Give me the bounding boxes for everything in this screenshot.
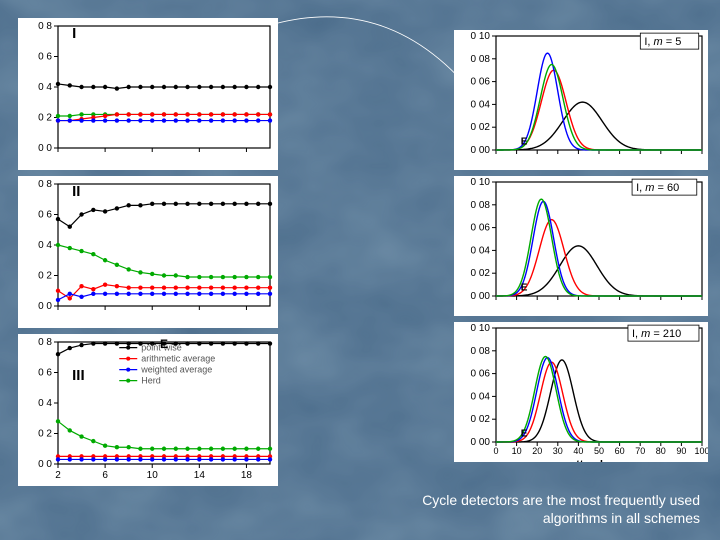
right-panel-3: 0 000 020 040 060 080 100102030405060708… bbox=[454, 322, 708, 462]
right-chart-1: 0 00 0 02 0 04 0 06 0 08 0 10 I, m = 5 E bbox=[454, 30, 708, 170]
svg-text:0 04: 0 04 bbox=[471, 391, 491, 402]
svg-text:E: E bbox=[521, 428, 528, 439]
svg-text:0 4: 0 4 bbox=[38, 240, 52, 251]
right-chart-2: 0 00 0 02 0 04 0 06 0 08 0 10 I, m = 60 E bbox=[454, 176, 708, 316]
svg-text:memory, m: memory, m bbox=[137, 483, 191, 486]
svg-text:0 0: 0 0 bbox=[38, 459, 52, 470]
svg-text:0 8: 0 8 bbox=[38, 337, 52, 348]
svg-text:0 10: 0 10 bbox=[471, 177, 491, 188]
svg-text:arithmetic average: arithmetic average bbox=[141, 354, 215, 364]
svg-text:attendance: attendance bbox=[570, 459, 628, 462]
svg-text:10: 10 bbox=[147, 470, 159, 481]
right-chart-3: 0 000 020 040 060 080 100102030405060708… bbox=[454, 322, 708, 462]
svg-text:0 0: 0 0 bbox=[38, 143, 52, 154]
svg-text:90: 90 bbox=[676, 446, 686, 456]
svg-text:20: 20 bbox=[532, 446, 542, 456]
svg-text:0 08: 0 08 bbox=[471, 346, 491, 357]
svg-text:0 04: 0 04 bbox=[471, 99, 491, 110]
svg-text:0 06: 0 06 bbox=[471, 223, 491, 234]
svg-text:80: 80 bbox=[656, 446, 666, 456]
svg-text:I, m = 5: I, m = 5 bbox=[644, 36, 681, 48]
svg-text:2: 2 bbox=[55, 470, 61, 481]
svg-text:30: 30 bbox=[553, 446, 563, 456]
left-panel-1: 0 0 0 2 0 4 0 6 0 8 I bbox=[18, 18, 278, 170]
left-chart-1: 0 0 0 2 0 4 0 6 0 8 I bbox=[18, 18, 278, 170]
svg-text:I, m = 60: I, m = 60 bbox=[636, 182, 679, 194]
left-chart-3: 0 00 20 40 60 826101418memory, mIIIpoint… bbox=[18, 334, 278, 486]
svg-text:0 06: 0 06 bbox=[471, 369, 491, 380]
svg-text:weighted average: weighted average bbox=[140, 365, 212, 375]
right-panel-2: 0 00 0 02 0 04 0 06 0 08 0 10 I, m = 60 E bbox=[454, 176, 708, 316]
svg-text:II: II bbox=[72, 183, 80, 200]
svg-text:0 2: 0 2 bbox=[38, 113, 52, 124]
left-panel-3: 0 00 20 40 60 826101418memory, mIIIpoint… bbox=[18, 334, 278, 486]
svg-text:14: 14 bbox=[194, 470, 206, 481]
left-chart-2: 0 0 0 2 0 4 0 6 0 8 II bbox=[18, 176, 278, 328]
svg-text:0 02: 0 02 bbox=[471, 122, 491, 133]
svg-text:0 4: 0 4 bbox=[38, 398, 52, 409]
right-panel-1: 0 00 0 02 0 04 0 06 0 08 0 10 I, m = 5 E bbox=[454, 30, 708, 170]
svg-text:III: III bbox=[72, 367, 85, 384]
svg-text:0 06: 0 06 bbox=[471, 77, 491, 88]
svg-text:100: 100 bbox=[694, 446, 708, 456]
svg-text:∙ ∙ ∙ E ∙ ∙ ∙: ∙ ∙ ∙ E ∙ ∙ ∙ bbox=[140, 337, 188, 351]
svg-text:40: 40 bbox=[573, 446, 583, 456]
svg-text:18: 18 bbox=[241, 470, 253, 481]
svg-text:0 6: 0 6 bbox=[38, 368, 52, 379]
svg-text:0 10: 0 10 bbox=[471, 31, 491, 42]
svg-text:I: I bbox=[72, 25, 76, 42]
svg-text:0 02: 0 02 bbox=[471, 414, 491, 425]
svg-text:E: E bbox=[521, 282, 528, 293]
left-panel-2: 0 0 0 2 0 4 0 6 0 8 II bbox=[18, 176, 278, 328]
svg-text:0 00: 0 00 bbox=[471, 145, 491, 156]
svg-text:0 6: 0 6 bbox=[38, 52, 52, 63]
svg-text:0 08: 0 08 bbox=[471, 54, 491, 65]
svg-text:I, m = 210: I, m = 210 bbox=[632, 328, 681, 340]
caption-text: Cycle detectors are the most frequently … bbox=[0, 492, 700, 527]
svg-text:0 2: 0 2 bbox=[38, 271, 52, 282]
svg-text:10: 10 bbox=[512, 446, 522, 456]
svg-text:0 04: 0 04 bbox=[471, 245, 491, 256]
svg-text:Herd: Herd bbox=[141, 376, 161, 386]
svg-text:70: 70 bbox=[635, 446, 645, 456]
svg-text:0 02: 0 02 bbox=[471, 268, 491, 279]
slide-root: Cycle detectors are the most frequently … bbox=[0, 0, 720, 540]
svg-text:0 00: 0 00 bbox=[471, 437, 491, 448]
svg-text:60: 60 bbox=[615, 446, 625, 456]
svg-text:0 4: 0 4 bbox=[38, 82, 52, 93]
svg-text:6: 6 bbox=[102, 470, 108, 481]
svg-text:E: E bbox=[521, 136, 528, 147]
svg-text:0: 0 bbox=[493, 446, 498, 456]
svg-text:0 8: 0 8 bbox=[38, 179, 52, 190]
svg-text:0 08: 0 08 bbox=[471, 200, 491, 211]
svg-text:0 2: 0 2 bbox=[38, 429, 52, 440]
svg-text:0 00: 0 00 bbox=[471, 291, 491, 302]
svg-text:0 10: 0 10 bbox=[471, 323, 491, 334]
svg-text:0 0: 0 0 bbox=[38, 301, 52, 312]
svg-text:50: 50 bbox=[594, 446, 604, 456]
svg-text:0 8: 0 8 bbox=[38, 21, 52, 32]
svg-text:0 6: 0 6 bbox=[38, 210, 52, 221]
